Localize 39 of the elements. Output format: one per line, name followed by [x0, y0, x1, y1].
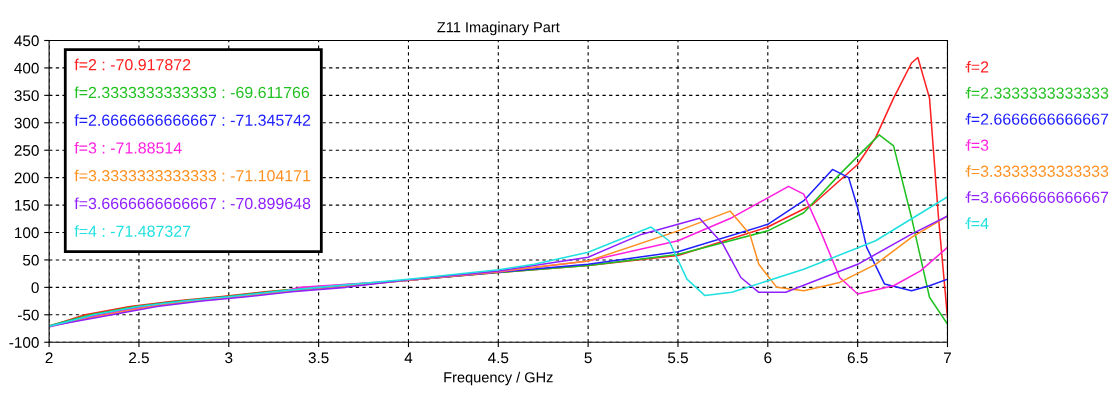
legend-label: f=2.6666666666667: [966, 113, 1109, 125]
y-tick-label: 400: [14, 62, 39, 74]
x-tick-label: 2.5: [129, 352, 149, 364]
x-tick-label: 6.5: [847, 352, 868, 364]
legend-label: f=4: [966, 217, 989, 229]
x-tick-label: 6: [764, 352, 772, 364]
x-tick-label: 3.5: [308, 352, 329, 364]
x-tick-label: 3: [225, 352, 233, 364]
annotation: f=4 : -71.487327: [74, 225, 191, 237]
x-axis-title: Frequency / GHz: [444, 371, 553, 386]
y-tick-label: 250: [14, 145, 39, 156]
annotation: f=3.3333333333333 : -71.104171: [74, 169, 311, 182]
legend-label: f=3.6666666666667: [966, 191, 1109, 203]
y-tick-label: 450: [14, 35, 39, 47]
annotation: f=2.6666666666667 : -71.345742: [74, 114, 311, 126]
y-tick-label: -100: [9, 337, 39, 348]
annotation: f=2 : -70.917872: [74, 58, 191, 71]
x-tick-label: 2: [45, 352, 53, 364]
x-tick-label: 7: [944, 352, 951, 364]
y-tick-label: 50: [23, 254, 39, 266]
legend-label: f=3.3333333333333: [966, 165, 1109, 177]
x-tick-label: 5.5: [667, 352, 688, 364]
y-tick-label: 300: [14, 117, 39, 129]
annotation: f=2.3333333333333 : -69.611766: [74, 86, 310, 99]
legend-label: f=2.3333333333333: [966, 87, 1109, 99]
annotation: f=3 : -71.88514: [74, 141, 182, 154]
x-tick-label: 4.5: [488, 352, 509, 364]
y-tick-label: -50: [17, 309, 39, 321]
y-tick-label: 350: [14, 90, 39, 102]
x-tick-label: 5: [584, 352, 592, 364]
x-tick-label: 4: [404, 352, 413, 364]
annotation: f=3.6666666666667 : -70.899648: [74, 197, 311, 210]
legend-label: f=3: [966, 139, 989, 151]
y-tick-label: 100: [15, 227, 39, 239]
legend-label: f=2: [966, 60, 989, 73]
y-tick-label: 0: [31, 282, 39, 294]
y-tick-label: 200: [14, 172, 39, 184]
y-tick-label: 150: [15, 199, 39, 211]
chart-title: Z11 Imaginary Part: [437, 21, 560, 36]
